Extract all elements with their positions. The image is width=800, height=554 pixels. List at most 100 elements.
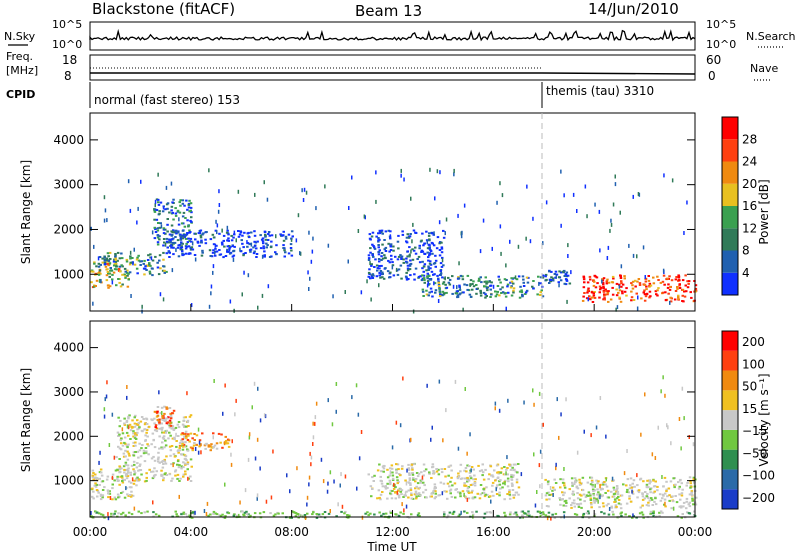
heatmap-cell [290, 230, 294, 233]
heatmap-cell [351, 175, 353, 180]
heatmap-cell [565, 271, 569, 274]
heatmap-cell [152, 511, 155, 514]
heatmap-cell [498, 294, 501, 297]
heatmap-cell [116, 251, 120, 254]
x-tick-label: 08:00 [274, 525, 309, 539]
heatmap-cell [489, 495, 492, 498]
heatmap-cell [598, 506, 601, 509]
heatmap-cell [648, 282, 652, 285]
heatmap-cell [610, 505, 613, 508]
heatmap-cell [677, 294, 680, 297]
heatmap-cell [152, 455, 155, 458]
heatmap-cell [150, 267, 154, 270]
heatmap-cell [129, 438, 132, 440]
heatmap-cell [392, 249, 395, 252]
heatmap-cell [607, 502, 610, 505]
heatmap-cell [264, 233, 267, 236]
heatmap-cell [509, 511, 512, 514]
heatmap-cell [425, 230, 428, 233]
heatmap-cell [282, 234, 285, 237]
heatmap-cell [578, 478, 581, 481]
heatmap-cell [452, 284, 455, 289]
heatmap-cell [670, 507, 673, 510]
heatmap-cell [251, 405, 253, 410]
heatmap-cell [246, 512, 249, 515]
heatmap-cell [232, 236, 235, 239]
heatmap-cell [442, 281, 446, 284]
heatmap-cell [649, 295, 652, 298]
heatmap-cell [606, 256, 609, 260]
heatmap-cell [648, 285, 651, 288]
heatmap-cell [117, 278, 120, 280]
heatmap-cell [615, 497, 619, 500]
heatmap-cell [599, 495, 601, 500]
heatmap-cell [378, 267, 381, 270]
heatmap-cell [430, 241, 434, 244]
heatmap-cell [155, 209, 159, 211]
heatmap-cell [368, 273, 371, 275]
colorbar-tick-label: 24 [742, 155, 757, 169]
heatmap-cell [648, 482, 651, 485]
heatmap-cell [91, 487, 94, 490]
heatmap-cell [136, 419, 139, 422]
heatmap-cell [403, 177, 405, 182]
heatmap-cell [263, 250, 266, 253]
heatmap-cell [395, 476, 399, 479]
heatmap-cell [423, 263, 427, 266]
freq-label-line1: Freq. [6, 50, 33, 63]
heatmap-cell [572, 192, 575, 197]
heatmap-cell [145, 269, 148, 271]
heatmap-cell [212, 270, 214, 275]
heatmap-cell [133, 436, 137, 439]
heatmap-cell [604, 483, 607, 486]
heatmap-cell [527, 276, 530, 279]
heatmap-cell [607, 513, 611, 516]
heatmap-cell [496, 200, 498, 205]
colorbar-segment [722, 183, 738, 206]
heatmap-cell [121, 265, 124, 268]
heatmap-cell [628, 243, 630, 248]
heatmap-cell [395, 420, 398, 425]
heatmap-cell [667, 487, 671, 490]
heatmap-cell [169, 241, 172, 244]
heatmap-cell [94, 476, 97, 479]
heatmap-cell [137, 479, 140, 482]
heatmap-cell [110, 512, 113, 515]
heatmap-cell [377, 258, 381, 260]
heatmap-cell [204, 242, 208, 245]
heatmap-cell [172, 246, 175, 249]
heatmap-cell [191, 248, 195, 251]
heatmap-cell [606, 489, 610, 492]
heatmap-cell [136, 450, 140, 453]
heatmap-cell [578, 493, 582, 496]
heatmap-cell [386, 482, 389, 485]
heatmap-cell [220, 241, 224, 244]
colorbar-segment [722, 429, 738, 450]
heatmap-cell [540, 289, 543, 292]
heatmap-cell [284, 235, 288, 238]
heatmap-cell [611, 510, 614, 513]
heatmap-cell [441, 258, 444, 263]
heatmap-cell [503, 278, 507, 281]
heatmap-cell [484, 493, 487, 496]
heatmap-cell [605, 477, 607, 482]
heatmap-cell [594, 483, 596, 488]
heatmap-cell [153, 417, 156, 420]
heatmap-cell [499, 181, 501, 186]
heatmap-cell [378, 249, 381, 252]
heatmap-cell [370, 275, 373, 278]
heatmap-cell [261, 240, 265, 243]
heatmap-cell [157, 451, 160, 454]
heatmap-cell [114, 255, 117, 258]
heatmap-cell [379, 479, 383, 482]
heatmap-cell [132, 454, 136, 457]
heatmap-cell [694, 288, 697, 291]
heatmap-cell [369, 277, 372, 280]
heatmap-cell [409, 487, 413, 490]
heatmap-cell [133, 506, 136, 511]
heatmap-cell [617, 502, 621, 505]
heatmap-cell [275, 234, 277, 239]
heatmap-cell [166, 207, 169, 210]
heatmap-cell [440, 246, 444, 249]
heatmap-cell [389, 234, 392, 239]
